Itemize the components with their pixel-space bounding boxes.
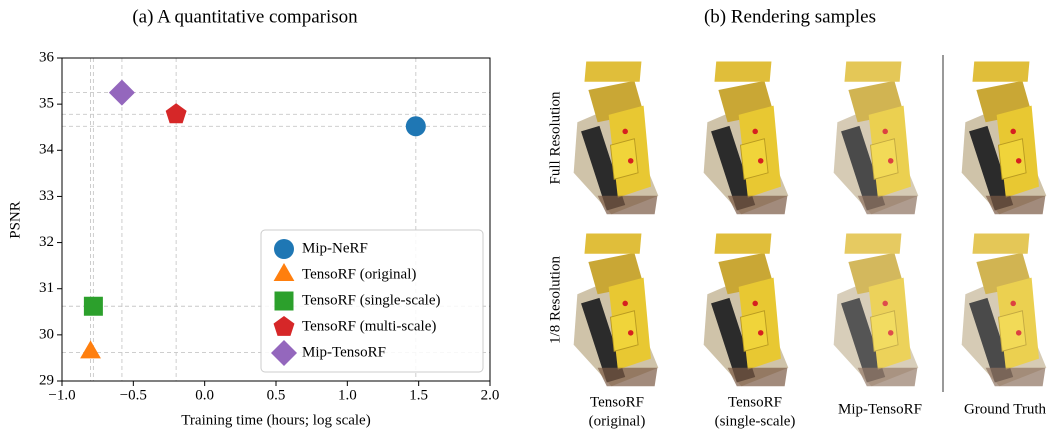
point [406, 116, 426, 136]
column-label: Mip-TensoRF [838, 401, 922, 417]
column-label: Ground Truth [964, 401, 1047, 417]
row-label: 1/8 Resolution [547, 256, 563, 344]
x-tick-label: 0.5 [267, 387, 286, 403]
x-tick-label: 2.0 [481, 387, 500, 403]
legend-label: Mip-NeRF [302, 240, 368, 256]
column-label: TensoRF [728, 394, 782, 410]
y-tick-label: 30 [39, 326, 54, 342]
x-axis-label: Training time (hours; log scale) [181, 412, 370, 428]
x-tick-label: 1.0 [338, 387, 357, 403]
render-image [704, 61, 789, 214]
point [80, 340, 101, 358]
render-image [962, 61, 1047, 214]
legend-label: TensoRF (multi-scale) [302, 318, 436, 334]
y-tick-label: 32 [39, 234, 54, 250]
page: (a) A quantitative comparison Training t… [0, 0, 1061, 431]
legend-label: TensoRF (single-scale) [302, 292, 441, 308]
figure: (a) A quantitative comparison Training t… [0, 0, 1061, 431]
legend-label: Mip-TensoRF [302, 344, 386, 360]
x-tick-label: 0.0 [195, 387, 214, 403]
legend-marker [274, 239, 294, 259]
y-tick-label: 29 [39, 372, 54, 388]
legend-marker [275, 292, 294, 311]
point [109, 80, 135, 106]
y-tick-label: 31 [39, 280, 54, 296]
column-label: (original) [589, 413, 646, 429]
y-axis-label: PSNR [7, 201, 23, 239]
x-tick-label: −0.5 [120, 387, 147, 403]
y-tick-label: 34 [39, 142, 55, 158]
panel-title: (b) Rendering samples [704, 6, 876, 27]
render-image [962, 233, 1047, 386]
point [84, 297, 103, 316]
render-image [834, 233, 919, 386]
chart-title: (a) A quantitative comparison [132, 6, 358, 27]
y-tick-label: 35 [39, 96, 54, 112]
legend-label: TensoRF (original) [302, 266, 416, 282]
render-image [574, 233, 659, 386]
y-tick-label: 33 [39, 188, 54, 204]
column-label: (single-scale) [715, 413, 796, 429]
x-tick-label: −1.0 [48, 387, 75, 403]
y-tick-label: 36 [39, 49, 55, 65]
row-label: Full Resolution [547, 91, 563, 184]
x-tick-label: 1.5 [409, 387, 428, 403]
column-label: TensoRF [590, 394, 644, 410]
render-image [834, 61, 919, 214]
render-image [704, 233, 789, 386]
render-image [574, 61, 659, 214]
point [166, 103, 187, 123]
